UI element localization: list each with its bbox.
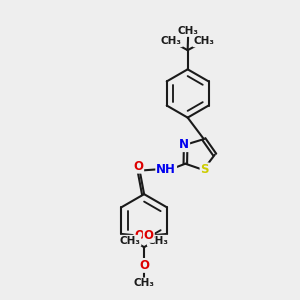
Text: CH₃: CH₃ [178, 26, 199, 36]
Text: CH₃: CH₃ [148, 236, 169, 246]
Text: CH₃: CH₃ [119, 236, 140, 246]
Text: O: O [144, 229, 154, 242]
Text: S: S [200, 164, 209, 176]
Text: O: O [133, 160, 143, 173]
Text: NH: NH [156, 163, 176, 176]
Text: N: N [179, 138, 189, 151]
Text: CH₃: CH₃ [161, 36, 182, 46]
Text: O: O [139, 259, 149, 272]
Text: O: O [134, 229, 144, 242]
Text: CH₃: CH₃ [134, 278, 154, 288]
Text: CH₃: CH₃ [194, 36, 214, 46]
